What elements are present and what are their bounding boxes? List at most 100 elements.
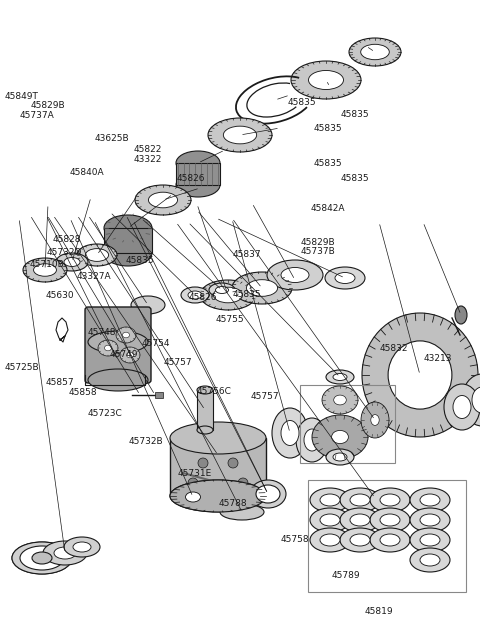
Ellipse shape: [216, 286, 228, 293]
Ellipse shape: [326, 370, 354, 384]
Bar: [308, 480, 466, 592]
Text: 45732D: 45732D: [47, 248, 83, 257]
Ellipse shape: [362, 313, 478, 437]
Ellipse shape: [188, 291, 202, 299]
Ellipse shape: [333, 374, 347, 381]
Ellipse shape: [197, 426, 213, 434]
Text: 45829B: 45829B: [30, 101, 65, 110]
Ellipse shape: [360, 44, 389, 60]
Ellipse shape: [32, 552, 52, 564]
Text: 45829B: 45829B: [300, 238, 335, 247]
Ellipse shape: [333, 453, 347, 461]
Ellipse shape: [188, 478, 198, 488]
Ellipse shape: [135, 185, 191, 215]
Ellipse shape: [380, 514, 400, 526]
Ellipse shape: [340, 508, 380, 532]
Ellipse shape: [291, 61, 361, 99]
Ellipse shape: [462, 374, 480, 426]
Ellipse shape: [20, 546, 64, 570]
Ellipse shape: [340, 488, 380, 512]
Text: 45732B: 45732B: [129, 437, 163, 446]
Text: 43322: 43322: [133, 155, 162, 164]
Ellipse shape: [420, 554, 440, 566]
Text: 45710B: 45710B: [30, 260, 64, 269]
Bar: [197, 390, 213, 430]
Ellipse shape: [98, 340, 118, 356]
Text: 45754: 45754: [141, 339, 169, 348]
Ellipse shape: [250, 480, 286, 508]
Text: 45835: 45835: [313, 159, 342, 168]
Ellipse shape: [104, 240, 152, 266]
Ellipse shape: [350, 514, 370, 526]
Ellipse shape: [88, 331, 148, 353]
Ellipse shape: [410, 488, 450, 512]
Text: 45758: 45758: [281, 535, 310, 544]
Text: 45748: 45748: [88, 328, 116, 337]
Ellipse shape: [320, 514, 340, 526]
Ellipse shape: [122, 332, 130, 338]
Text: 45849T: 45849T: [5, 92, 39, 101]
Text: 45837: 45837: [232, 250, 261, 259]
Text: 43625B: 43625B: [94, 134, 129, 143]
Text: 45840A: 45840A: [70, 168, 104, 177]
Bar: [170, 438, 266, 496]
Ellipse shape: [131, 296, 165, 314]
Ellipse shape: [370, 508, 410, 532]
Ellipse shape: [369, 495, 381, 501]
Ellipse shape: [116, 327, 136, 343]
Text: 43327A: 43327A: [77, 272, 111, 281]
Ellipse shape: [444, 384, 480, 430]
Ellipse shape: [228, 458, 238, 468]
Text: 45835: 45835: [341, 174, 370, 183]
Ellipse shape: [220, 504, 264, 520]
Text: 45842A: 45842A: [311, 204, 346, 213]
Ellipse shape: [170, 480, 266, 512]
Ellipse shape: [246, 280, 277, 297]
Text: 45737A: 45737A: [19, 111, 54, 120]
Ellipse shape: [148, 192, 178, 208]
Ellipse shape: [420, 514, 440, 526]
Text: 45828: 45828: [53, 235, 81, 244]
Bar: [104, 228, 152, 253]
Ellipse shape: [12, 542, 72, 574]
Ellipse shape: [410, 528, 450, 552]
Ellipse shape: [309, 71, 344, 89]
Ellipse shape: [73, 542, 91, 552]
Text: 45835: 45835: [232, 290, 261, 299]
Text: 45835: 45835: [341, 110, 370, 119]
Ellipse shape: [34, 264, 57, 276]
Text: 45755: 45755: [216, 315, 245, 324]
Ellipse shape: [312, 415, 368, 459]
Ellipse shape: [340, 528, 380, 552]
Text: 45756C: 45756C: [197, 387, 232, 396]
Text: 45731E: 45731E: [178, 469, 212, 478]
Ellipse shape: [380, 534, 400, 546]
Ellipse shape: [410, 548, 450, 572]
Bar: [155, 392, 163, 398]
Text: 45832: 45832: [379, 344, 408, 353]
Ellipse shape: [256, 485, 280, 503]
Ellipse shape: [310, 508, 350, 532]
Ellipse shape: [380, 494, 400, 506]
Ellipse shape: [178, 487, 208, 507]
Text: 45826: 45826: [176, 174, 204, 183]
Ellipse shape: [420, 494, 440, 506]
Ellipse shape: [370, 528, 410, 552]
Text: 45835: 45835: [313, 124, 342, 133]
Text: 45835: 45835: [126, 256, 155, 265]
Ellipse shape: [320, 494, 340, 506]
Text: 45757: 45757: [251, 392, 280, 401]
Ellipse shape: [326, 449, 354, 465]
Ellipse shape: [453, 395, 471, 419]
Ellipse shape: [281, 421, 299, 446]
Text: 45788: 45788: [218, 499, 247, 508]
Ellipse shape: [200, 280, 256, 310]
Ellipse shape: [420, 534, 440, 546]
Ellipse shape: [334, 395, 346, 405]
Ellipse shape: [296, 418, 328, 462]
Text: 45835: 45835: [288, 98, 317, 107]
Ellipse shape: [120, 347, 140, 363]
Text: 45822: 45822: [133, 145, 162, 154]
Ellipse shape: [214, 287, 242, 303]
Ellipse shape: [176, 151, 220, 175]
